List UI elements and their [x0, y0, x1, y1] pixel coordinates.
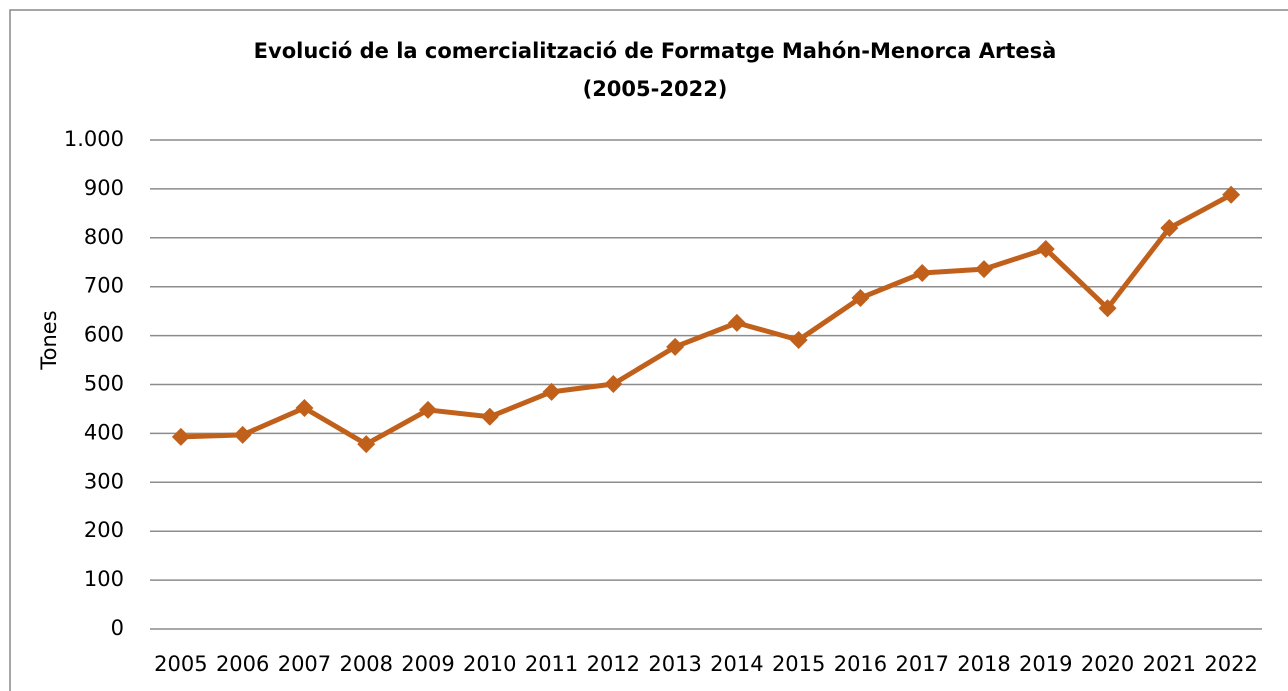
x-tick-label: 2019 [1019, 652, 1072, 676]
line [180, 192, 1233, 447]
marker [1098, 299, 1117, 318]
chart-frame [9, 9, 1288, 691]
marker [975, 260, 993, 279]
y-tick-label: 1.000 [64, 127, 124, 151]
marker [789, 331, 808, 350]
marker [913, 264, 932, 283]
marker [727, 313, 746, 332]
marker [233, 425, 252, 444]
x-tick-label: 2014 [710, 652, 763, 676]
x-tick-label: 2012 [587, 652, 640, 676]
x-tick-label: 2006 [216, 652, 269, 676]
y-tick-label: 200 [84, 518, 124, 542]
marker [604, 375, 623, 394]
x-tick-label: 2010 [463, 652, 516, 676]
chart-title: (2005-2022) [583, 77, 728, 101]
y-tick-label: 0 [111, 616, 124, 640]
marker [542, 382, 561, 401]
x-tick-label: 2005 [154, 652, 207, 676]
x-tick-label: 2007 [278, 652, 331, 676]
y-tick-label: 400 [84, 420, 124, 444]
x-tick-label: 2018 [957, 652, 1010, 676]
x-tick-label: 2009 [401, 652, 454, 676]
y-tick-label: 100 [84, 567, 124, 591]
y-tick-label: 700 [84, 274, 124, 298]
marker [480, 407, 499, 426]
x-tick-label: 2020 [1081, 652, 1134, 676]
y-tick-label: 500 [84, 372, 124, 396]
marker [851, 288, 870, 307]
chart-title: Evolució de la comercialització de Forma… [254, 39, 1057, 63]
y-tick-label: 300 [84, 469, 124, 493]
x-tick-label: 2015 [772, 652, 825, 676]
y-tick-label: 800 [84, 225, 124, 249]
marker [1222, 185, 1241, 204]
x-tick-label: 2013 [648, 652, 701, 676]
x-tick-label: 2011 [525, 652, 578, 676]
marker [357, 435, 376, 454]
x-tick-label: 2008 [339, 652, 392, 676]
marker [1036, 240, 1055, 259]
x-tick-label: 2022 [1204, 652, 1257, 676]
x-tick-label: 2021 [1143, 652, 1196, 676]
marker [171, 427, 190, 446]
x-tick-label: 2016 [834, 652, 887, 676]
marker [1160, 219, 1179, 238]
x-tick-label: 2017 [895, 652, 948, 676]
marker [666, 337, 685, 356]
marker [419, 400, 437, 419]
marker [295, 398, 314, 417]
y-axis-label: Tones [37, 310, 61, 370]
y-tick-label: 600 [84, 323, 124, 347]
y-tick-label: 900 [84, 176, 124, 200]
